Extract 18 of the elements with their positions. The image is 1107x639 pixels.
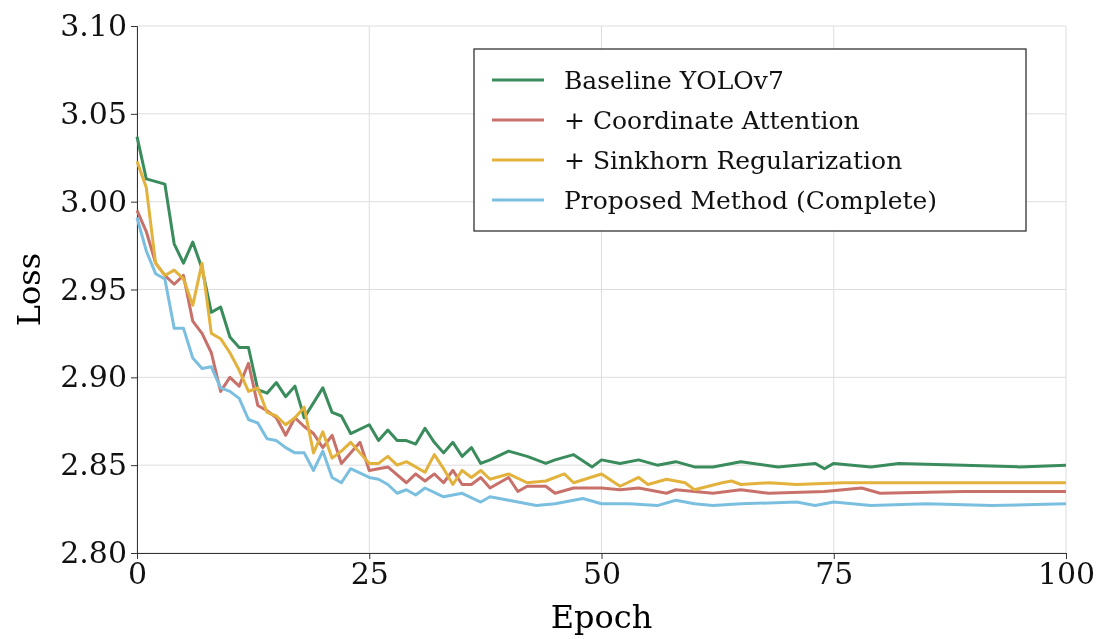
x-tick-label: 100: [1037, 556, 1096, 592]
y-tick-label: 3.10: [60, 8, 127, 44]
legend-label: Proposed Method (Complete): [564, 186, 938, 215]
legend-label: Baseline YOLOv7: [564, 66, 784, 95]
y-tick-label: 3.00: [60, 183, 127, 219]
y-tick-label: 3.05: [60, 95, 127, 131]
x-tick-label: 25: [350, 556, 389, 592]
y-tick-label: 2.80: [60, 535, 127, 571]
y-tick-label: 2.90: [60, 359, 127, 395]
x-tick-label: 50: [582, 556, 622, 592]
x-tick-label: 0: [127, 556, 148, 592]
y-tick-label: 2.95: [60, 271, 127, 307]
y-axis-title: Loss: [10, 252, 48, 327]
y-tick-label: 2.85: [60, 447, 127, 483]
legend-label: + Sinkhorn Regularization: [564, 146, 903, 175]
legend-label: + Coordinate Attention: [564, 106, 860, 135]
x-axis-title: Epoch: [550, 598, 653, 636]
x-tick-label: 75: [815, 556, 854, 592]
